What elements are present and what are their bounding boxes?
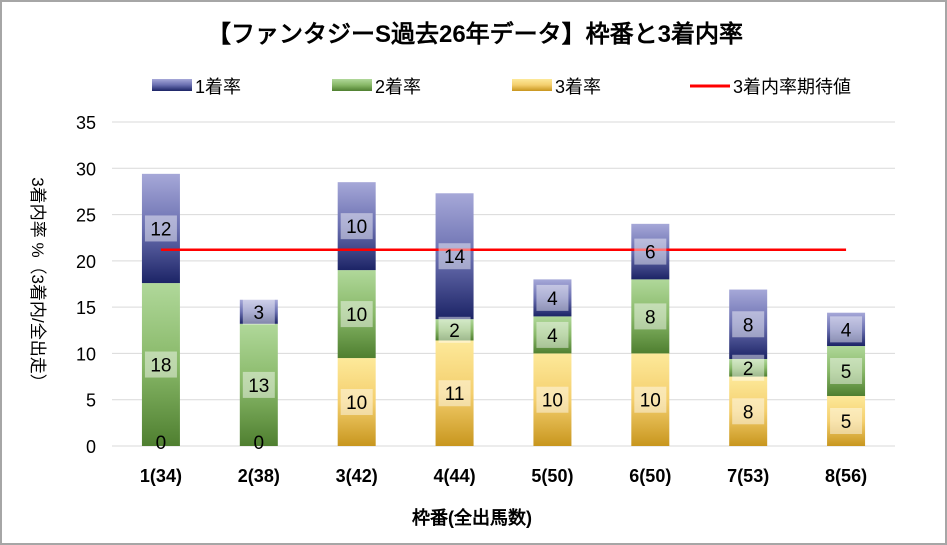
data-label: 8 [743,402,754,423]
bar-segment [337,270,376,359]
y-tick-label: 10 [76,344,96,364]
bar-segment [239,323,278,446]
data-label-bg [536,321,569,348]
bar-segment [239,299,278,324]
bar-segment [827,312,866,347]
data-label-bg [634,303,667,330]
bar-segment [729,358,768,377]
y-tick-label: 35 [76,113,96,133]
legend-label: 3着内率期待値 [733,77,851,97]
data-label-bg [438,243,471,270]
legend-swatch [512,79,552,91]
data-label: 2 [743,359,754,380]
chart-title: 【ファンタジーS過去26年データ】枠番と3着内率 [207,20,743,48]
data-label-bg [732,398,765,425]
data-label-bg [144,351,177,378]
data-label-bg [340,389,373,416]
data-label: 4 [547,326,558,347]
bar-segment [533,279,572,317]
legend-swatch [332,79,372,91]
x-tick-label: 1(34) [140,466,182,486]
data-label-bg [634,386,667,413]
bar-segment [729,376,768,446]
data-label: 2 [449,321,460,342]
bar-segment [141,283,180,446]
data-label-bg [536,284,569,311]
data-label: 10 [640,391,661,412]
data-label-bg [732,354,765,381]
x-tick-label: 7(53) [727,466,769,486]
y-tick-label: 30 [76,159,96,179]
data-label-bg [242,371,275,398]
x-axis-label: 枠番(全出馬数) [412,507,532,528]
data-label: 10 [346,305,367,326]
data-label: 8 [743,315,754,336]
data-label: 0 [156,433,167,454]
data-label-bg [340,213,373,240]
data-label: 14 [444,247,466,268]
y-tick-label: 0 [86,437,96,457]
bar-segment [533,353,572,446]
bar-segment [435,340,474,446]
data-label: 10 [346,217,367,238]
x-tick-label: 6(50) [629,466,671,486]
data-label-bg [732,311,765,338]
bar-segment [827,396,866,446]
data-label: 5 [841,412,852,433]
bar-segment [827,346,866,397]
y-tick-label: 5 [86,391,96,411]
data-label: 3 [254,303,265,324]
data-label-bg [536,386,569,413]
data-label-bg [144,215,177,242]
data-label: 18 [150,356,171,377]
bar-segment [729,289,768,359]
data-label: 11 [445,384,465,405]
legend-label: 3着率 [555,77,601,97]
data-label: 10 [346,393,367,414]
bar-segment [435,319,474,341]
bar-segment [141,173,180,284]
legend: 1着率 2着率 3着率 3着内率期待値 [152,77,851,97]
bar-segment [337,358,376,446]
data-label: 6 [645,243,656,264]
data-label-bg [438,380,471,407]
data-label: 0 [254,433,265,454]
data-label: 4 [547,289,558,310]
data-label-bg [830,358,863,385]
data-label-bg [438,316,471,343]
data-label-bg [340,301,373,328]
legend-label: 2着率 [375,77,421,97]
data-label: 13 [248,376,269,397]
x-tick-label: 2(38) [238,466,280,486]
x-tick-label: 8(56) [825,466,867,486]
x-tick-label: 4(44) [434,466,476,486]
y-tick-label: 15 [76,298,96,318]
bar-segment [631,223,670,280]
legend-label: 1着率 [195,77,241,97]
bar-segment [435,193,474,320]
y-tick-label: 25 [76,206,96,226]
data-label-bg [634,238,667,265]
x-tick-label: 5(50) [531,466,573,486]
bar-segment [533,316,572,354]
bar-segment [631,279,670,354]
data-label: 10 [542,391,563,412]
bar-segment [631,353,670,446]
x-tick-label: 3(42) [336,466,378,486]
data-label: 8 [645,307,656,328]
data-label-bg [830,408,863,435]
data-label: 4 [841,320,852,341]
data-label-bg [830,316,863,343]
legend-swatch [152,79,192,91]
y-axis-label: 3着内率 %（3着内/全出走） [28,177,47,390]
data-label-bg [242,298,275,325]
data-label: 12 [150,219,171,240]
data-label: 5 [841,362,852,383]
y-tick-label: 20 [76,252,96,272]
bar-segment [337,182,376,271]
